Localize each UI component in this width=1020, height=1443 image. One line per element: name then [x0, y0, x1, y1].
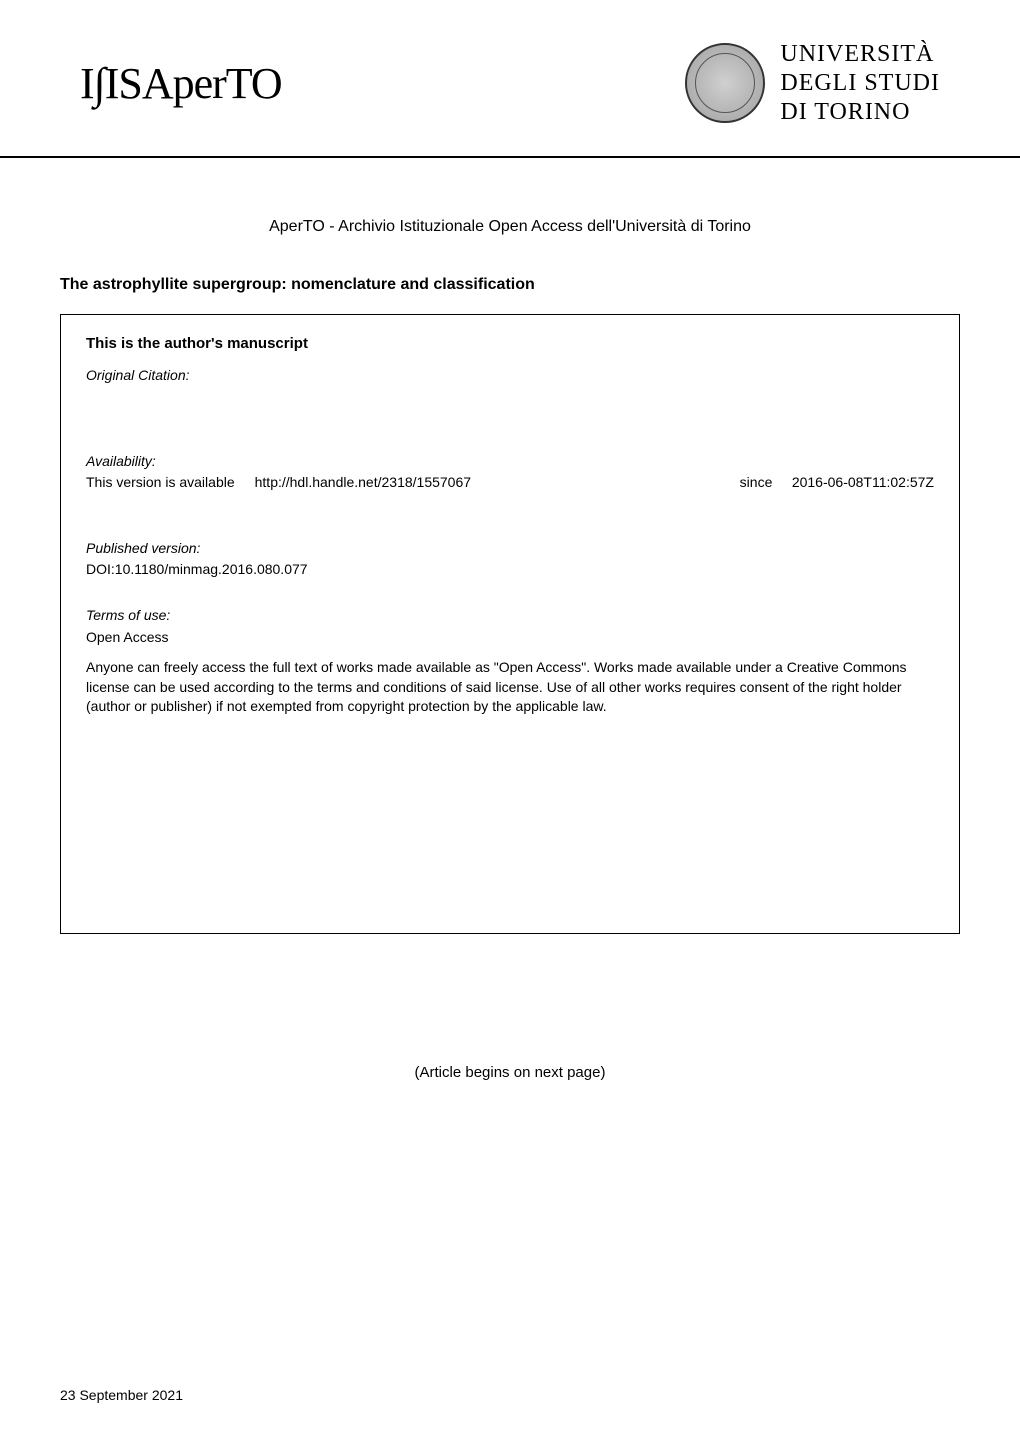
- availability-left: This version is available http://hdl.han…: [86, 474, 471, 490]
- page-container: I∫ISAperTO UNIVERSITÀ DEGLI STUDI DI TOR…: [0, 0, 1020, 1443]
- logo-left: I∫ISAperTO: [80, 58, 282, 109]
- logo-right: UNIVERSITÀ DEGLI STUDI DI TORINO: [685, 40, 940, 126]
- university-line-2: DEGLI STUDI: [780, 69, 940, 98]
- availability-label: Availability:: [86, 453, 934, 469]
- university-name: UNIVERSITÀ DEGLI STUDI DI TORINO: [780, 40, 940, 126]
- since-label: since: [740, 474, 773, 490]
- open-access-label: Open Access: [86, 628, 934, 648]
- university-line-1: UNIVERSITÀ: [780, 40, 940, 69]
- seal-inner-ring: [695, 53, 755, 113]
- since-date: 2016-06-08T11:02:57Z: [792, 474, 934, 490]
- university-seal-icon: [685, 43, 765, 123]
- availability-row: This version is available http://hdl.han…: [86, 474, 934, 490]
- terms-of-use-block: Terms of use: Open Access Anyone can fre…: [86, 607, 934, 716]
- repository-logo-text: I∫ISAperTO: [80, 58, 282, 109]
- availability-block: Availability: This version is available …: [86, 453, 934, 490]
- article-begins-note: (Article begins on next page): [0, 1064, 1020, 1081]
- availability-right: since 2016-06-08T11:02:57Z: [740, 474, 934, 490]
- terms-of-use-label: Terms of use:: [86, 607, 934, 623]
- original-citation-label: Original Citation:: [86, 367, 934, 383]
- open-access-paragraph: Anyone can freely access the full text o…: [86, 658, 934, 717]
- metadata-box: This is the author's manuscript Original…: [60, 314, 960, 934]
- published-version-label: Published version:: [86, 540, 934, 556]
- version-available-text: This version is available: [86, 474, 235, 490]
- handle-url[interactable]: http://hdl.handle.net/2318/1557067: [255, 474, 471, 490]
- manuscript-heading: This is the author's manuscript: [86, 335, 934, 352]
- paper-title: The astrophyllite supergroup: nomenclatu…: [0, 276, 1020, 294]
- original-citation-block: Original Citation:: [86, 367, 934, 383]
- doi-text[interactable]: DOI:10.1180/minmag.2016.080.077: [86, 561, 934, 577]
- archive-subtitle: AperTO - Archivio Istituzionale Open Acc…: [0, 218, 1020, 236]
- published-version-block: Published version: DOI:10.1180/minmag.20…: [86, 540, 934, 577]
- header-row: I∫ISAperTO UNIVERSITÀ DEGLI STUDI DI TOR…: [0, 0, 1020, 158]
- footer-date: 23 September 2021: [60, 1387, 183, 1403]
- university-line-3: DI TORINO: [780, 98, 940, 127]
